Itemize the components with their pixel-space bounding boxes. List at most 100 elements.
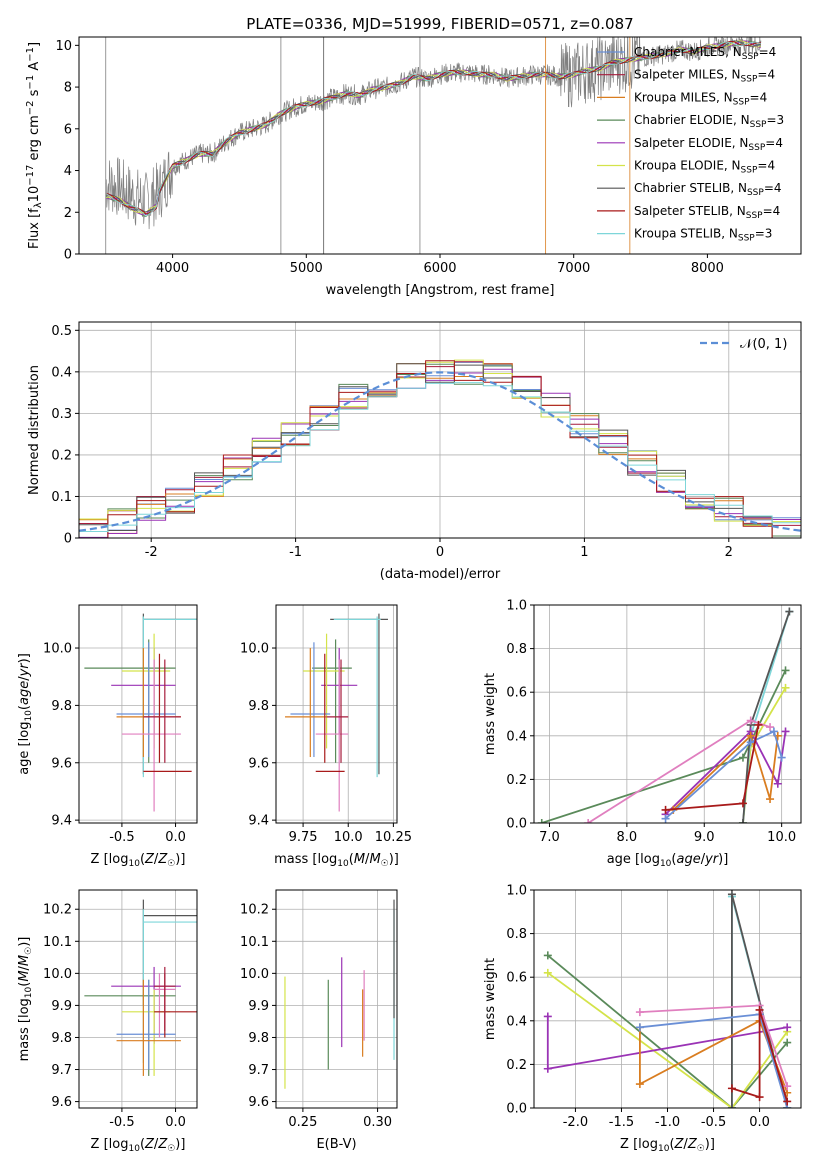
weight-point-marker <box>738 819 747 823</box>
x-tick-label: 0 <box>436 545 444 560</box>
y-tick-label: 0.2 <box>51 448 72 463</box>
plot-frame <box>275 889 398 1109</box>
weight-series-line <box>547 972 788 1108</box>
age-vs-Z-ylabel: age [log10(age/yr)] <box>17 653 34 775</box>
x-tick-label: -2 <box>145 545 158 560</box>
weight-vs-Z-xlabel: Z [log10(Z/Z☉)] <box>620 1137 715 1154</box>
weight-point-marker <box>755 1005 764 1014</box>
age-vs-mass-xlabel: mass [log10(M/M☉)] <box>274 852 399 869</box>
weight-series-line <box>731 1009 789 1102</box>
y-tick-label: 0.4 <box>506 729 527 744</box>
y-tick-label: 0.8 <box>506 642 527 657</box>
model-spectrum-line <box>105 41 762 217</box>
weight-series-line <box>664 730 783 820</box>
weight-point-marker <box>777 753 786 762</box>
x-tick-label: 8000 <box>691 261 724 276</box>
mass-vs-ebv-axes: 0.25 0.30 9.6 9.7 9.8 9.9 10.0 10.1 10.2 E(B-V) <box>240 889 398 1152</box>
weight-point-marker <box>543 968 552 977</box>
weight-point-marker <box>785 607 794 616</box>
weight-point-marker <box>781 666 790 675</box>
y-tick-label: 9.9 <box>248 999 269 1014</box>
y-tick-label: 0.3 <box>51 407 72 422</box>
residual-histogram-step <box>79 382 801 532</box>
legend-label: Salpeter ELODIE, NSSP=4 <box>634 136 783 153</box>
observed-spectrum-line <box>105 37 762 230</box>
age-vs-Z-xlabel: Z [log10(Z/Z☉)] <box>91 852 186 869</box>
weight-lines <box>543 890 792 1108</box>
weight-point-marker <box>755 1093 764 1102</box>
weight-point-marker <box>635 1008 644 1017</box>
y-tick-label: 2 <box>64 206 72 221</box>
y-tick-label: 8 <box>64 81 72 96</box>
y-tick-label: 9.4 <box>248 814 269 829</box>
y-tick-label: 9.8 <box>51 1031 72 1046</box>
weight-vs-age-ylabel: mass weight <box>483 673 498 755</box>
y-tick-label: 1.0 <box>506 884 527 899</box>
weight-point-marker <box>766 795 775 804</box>
y-tick-label: 0.8 <box>506 927 527 942</box>
y-tick-label: 10.0 <box>43 967 72 982</box>
age-vs-mass-axes: 9.75 10.0 10.25 9.4 9.6 9.8 10.0 mass [log10(M/… <box>240 604 412 869</box>
y-tick-label: 9.6 <box>248 756 269 771</box>
weight-point-marker <box>769 727 778 736</box>
residual-histogram-step <box>79 359 801 526</box>
y-tick-label: 1.0 <box>506 599 527 614</box>
spectrum-xlabel: wavelength [Angstrom, rest frame] <box>326 283 555 298</box>
x-tick-label: -1.0 <box>655 1115 680 1130</box>
residuals-ylabel: Normed distribution <box>27 365 42 495</box>
x-tick-label: 7.0 <box>539 830 560 845</box>
weight-point-marker <box>783 1082 792 1091</box>
x-tick-label: 5000 <box>290 261 323 276</box>
spectrum-lines <box>105 37 762 254</box>
plot-frame <box>78 604 198 824</box>
weight-point-marker <box>783 1097 792 1106</box>
residual-histogram-step <box>79 368 801 538</box>
figure-title: PLATE=0336, MJD=51999, FIBERID=0571, z=0… <box>246 15 633 33</box>
legend-label: Salpeter MILES, NSSP=4 <box>634 68 775 85</box>
legend-label: Chabrier STELIB, NSSP=4 <box>634 181 782 198</box>
y-tick-label: 9.9 <box>51 999 72 1014</box>
weight-vs-Z-ylabel: mass weight <box>483 958 498 1040</box>
x-tick-label: -0.5 <box>701 1115 726 1130</box>
age-vs-Z-axes: -0.5 0.0 9.4 9.6 9.8 10.0 Z [log10(Z/Z☉)] age [… <box>17 604 198 869</box>
weight-point-marker <box>537 819 546 823</box>
y-tick-label: 9.6 <box>51 1095 72 1110</box>
weight-point-marker <box>661 814 670 823</box>
error-bars <box>84 613 197 812</box>
weight-point-marker <box>746 716 755 725</box>
y-tick-label: 9.7 <box>248 1063 269 1078</box>
x-tick-label: 9.75 <box>289 830 318 845</box>
y-tick-label: 10.1 <box>43 935 72 950</box>
y-tick-label: 6 <box>64 122 72 137</box>
legend-label: Salpeter STELIB, NSSP=4 <box>634 204 780 221</box>
weight-series-line <box>672 734 779 811</box>
weight-lines <box>537 607 794 823</box>
plot-frame <box>275 604 398 824</box>
weight-point-marker <box>781 683 790 692</box>
legend-label: 𝒩(0, 1) <box>740 337 787 352</box>
residual-histogram-step <box>79 363 801 538</box>
x-tick-label: -0.5 <box>109 1115 134 1130</box>
plot-frame <box>78 321 802 539</box>
x-tick-label: -1.5 <box>609 1115 634 1130</box>
y-tick-label: 0.5 <box>51 324 72 339</box>
y-tick-label: 10.2 <box>240 903 269 918</box>
x-tick-label: 10.0 <box>334 830 363 845</box>
y-tick-label: 10.2 <box>43 903 72 918</box>
weight-point-marker <box>746 738 755 747</box>
x-tick-label: -0.5 <box>109 830 134 845</box>
x-tick-label: -1 <box>289 545 302 560</box>
weight-point-marker <box>543 951 552 960</box>
y-tick-label: 10.0 <box>240 642 269 657</box>
legend-label: Chabrier ELODIE, NSSP=3 <box>634 113 784 130</box>
x-tick-label: 0.30 <box>363 1115 392 1130</box>
y-tick-label: 0.2 <box>506 1058 527 1073</box>
weight-point-marker <box>738 799 747 808</box>
weight-point-marker <box>766 723 775 732</box>
y-tick-label: 0.0 <box>506 1102 527 1117</box>
y-tick-label: 9.8 <box>51 699 72 714</box>
normal-curve-line <box>79 371 801 532</box>
x-tick-label: 8.0 <box>617 830 638 845</box>
x-tick-label: 6000 <box>423 261 456 276</box>
